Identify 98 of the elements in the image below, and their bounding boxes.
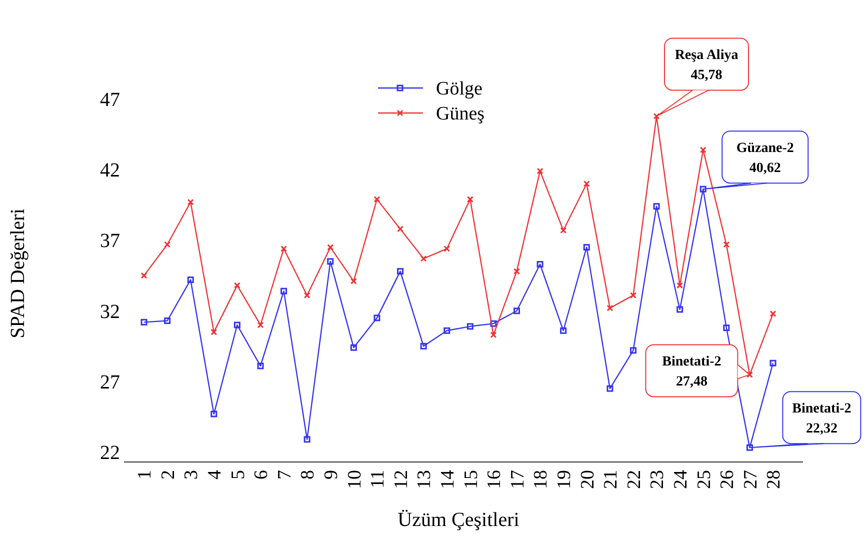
point (466, 196, 474, 203)
point (350, 344, 357, 351)
point (770, 310, 776, 317)
point (374, 314, 380, 322)
point (653, 112, 660, 120)
point (304, 292, 310, 299)
point (164, 241, 171, 248)
x-tick-label: 17 (507, 470, 528, 489)
point (513, 308, 520, 314)
point (444, 327, 450, 334)
point (374, 196, 380, 203)
point (723, 324, 730, 332)
x-tick-label: 21 (600, 470, 622, 489)
point (723, 241, 730, 248)
point (304, 436, 310, 443)
point (210, 328, 218, 336)
point (583, 244, 590, 251)
x-tick-label: 19 (554, 470, 575, 489)
x-tick-label: 27 (740, 470, 762, 489)
y-axis-title: SPAD Değerleri (7, 208, 29, 338)
x-tick-label: 24 (670, 470, 692, 489)
x-tick-label: 4 (204, 470, 226, 480)
point (420, 255, 427, 262)
x-tick-label: 3 (181, 470, 202, 480)
point (420, 342, 427, 350)
legend-label: Gölge (436, 78, 482, 100)
x-tick-label: 25 (694, 470, 715, 489)
point (746, 444, 753, 451)
x-tick-label: 20 (577, 470, 598, 489)
point (350, 278, 357, 284)
point (327, 244, 334, 251)
point (606, 304, 614, 312)
point (770, 360, 776, 366)
point (187, 276, 194, 284)
x-tick-label: 15 (460, 470, 482, 489)
point (630, 347, 636, 354)
x-tick-label: 2 (158, 470, 179, 480)
point (490, 320, 497, 327)
annotation: Reşa Aliya 45,78 (674, 48, 738, 84)
point (140, 272, 148, 279)
point (187, 198, 194, 206)
point (280, 288, 288, 294)
point (746, 371, 753, 378)
point (536, 261, 544, 268)
point (583, 180, 590, 187)
x-tick-label: 11 (368, 470, 389, 488)
x-tick-label: 10 (344, 470, 366, 489)
point (444, 245, 450, 252)
point (397, 226, 404, 232)
point (606, 385, 614, 392)
y-tick-label: 47 (100, 89, 120, 111)
annotation: Güzane-2 40,62 (736, 141, 794, 176)
point (257, 362, 264, 370)
y-tick-label: 42 (100, 160, 120, 182)
point (676, 306, 684, 313)
point (140, 318, 148, 326)
annotation: Binetati-2 27,48 (662, 354, 722, 390)
y-tick-label: 32 (100, 300, 120, 323)
x-tick-label: 23 (647, 470, 668, 489)
x-tick-label: 7 (274, 470, 296, 480)
x-tick-label: 16 (484, 470, 506, 489)
point (210, 410, 218, 418)
x-tick-label: 18 (530, 470, 552, 489)
point (257, 322, 264, 328)
point (164, 318, 171, 324)
y-tick-label: 22 (100, 442, 120, 464)
point (653, 203, 660, 210)
point (490, 332, 497, 338)
y-tick-label: 37 (100, 230, 120, 252)
x-tick-label: 13 (414, 470, 436, 489)
y-tick-label: 27 (100, 371, 120, 394)
point (536, 168, 544, 174)
x-tick-label: 5 (228, 470, 249, 480)
point (280, 245, 288, 252)
x-tick-label: 12 (390, 470, 412, 489)
x-tick-label: 26 (717, 470, 738, 489)
annotation: Binetati-2 22,32 (792, 401, 852, 436)
x-tick-label: 9 (321, 470, 342, 480)
x-axis-title: Üzüm Çeşitleri (398, 509, 520, 531)
point (234, 322, 240, 328)
point (630, 292, 636, 299)
point (234, 282, 240, 289)
point (397, 268, 404, 275)
x-tick-label: 22 (624, 470, 645, 489)
point (676, 282, 684, 289)
point (466, 323, 474, 330)
point (560, 327, 567, 334)
point (560, 227, 567, 234)
x-tick-label: 8 (298, 470, 319, 480)
point (327, 258, 334, 265)
point (700, 186, 706, 192)
legend-label: Güneş (436, 104, 485, 125)
x-tick-label: 14 (438, 470, 458, 489)
point (700, 146, 706, 154)
x-tick-label: 28 (764, 470, 785, 489)
point (513, 268, 520, 275)
x-tick-label: 6 (251, 470, 272, 480)
x-tick-label: 1 (134, 470, 156, 480)
